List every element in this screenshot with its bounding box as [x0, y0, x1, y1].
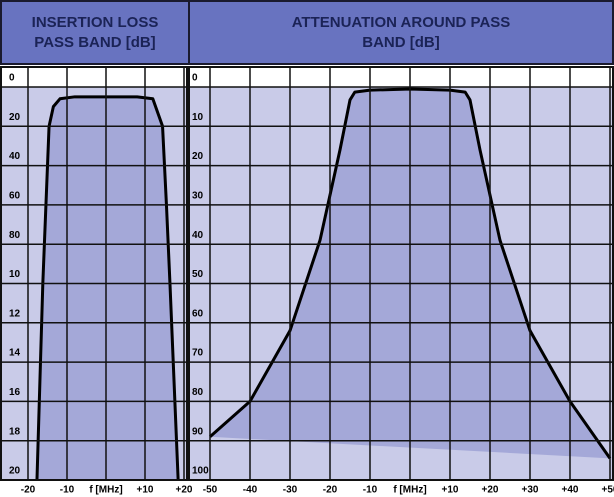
- panel-border: [0, 66, 188, 481]
- y-tick-label: 80: [9, 230, 21, 241]
- chart-title: INSERTION LOSS PASS BAND [dB]: [0, 0, 190, 65]
- x-tick-label: -20: [21, 485, 36, 496]
- y-tick-label: 30: [192, 191, 204, 202]
- y-tick-label: 18: [9, 426, 21, 437]
- x-tick-label: -10: [60, 485, 75, 496]
- x-tick-label: +10: [442, 485, 459, 496]
- y-tick-label: 40: [192, 230, 204, 241]
- y-tick-label: 40: [9, 151, 21, 162]
- x-tick-label: +10: [137, 485, 154, 496]
- x-tick-label: +50: [602, 485, 614, 496]
- y-tick-label: 70: [192, 348, 204, 359]
- y-tick-label: 16: [9, 387, 21, 398]
- x-tick-label: -10: [363, 485, 378, 496]
- y-tick-label: 0: [9, 73, 15, 84]
- chart-title: ATTENUATION AROUND PASS BAND [dB]: [188, 0, 614, 65]
- y-tick-label: 20: [9, 466, 21, 477]
- y-tick-label: 50: [192, 269, 204, 280]
- y-tick-label: 0: [192, 73, 198, 84]
- plot-band: [188, 67, 614, 87]
- y-tick-label: 20: [9, 112, 21, 123]
- y-tick-label: 12: [9, 308, 21, 319]
- x-tick-label: -20: [323, 485, 338, 496]
- x-tick-label: f [MHz]: [393, 485, 426, 496]
- x-tick-label: -30: [283, 485, 298, 496]
- y-tick-label: 90: [192, 426, 204, 437]
- panel-border: [188, 66, 614, 481]
- y-tick-label: 60: [9, 191, 21, 202]
- x-tick-label: +40: [562, 485, 579, 496]
- plot-band: [0, 67, 188, 87]
- y-tick-label: 10: [9, 269, 21, 280]
- x-tick-label: +30: [522, 485, 539, 496]
- y-tick-label: 100: [192, 466, 209, 477]
- x-tick-label: f [MHz]: [89, 485, 122, 496]
- y-tick-label: 80: [192, 387, 204, 398]
- x-tick-label: -40: [243, 485, 258, 496]
- y-tick-label: 20: [192, 151, 204, 162]
- curve: [35, 95, 180, 481]
- x-tick-label: +20: [482, 485, 499, 496]
- x-tick-label: -50: [203, 485, 218, 496]
- y-tick-label: 14: [9, 348, 21, 359]
- y-tick-label: 10: [192, 112, 204, 123]
- x-tick-label: +20: [176, 485, 193, 496]
- y-tick-label: 60: [192, 308, 204, 319]
